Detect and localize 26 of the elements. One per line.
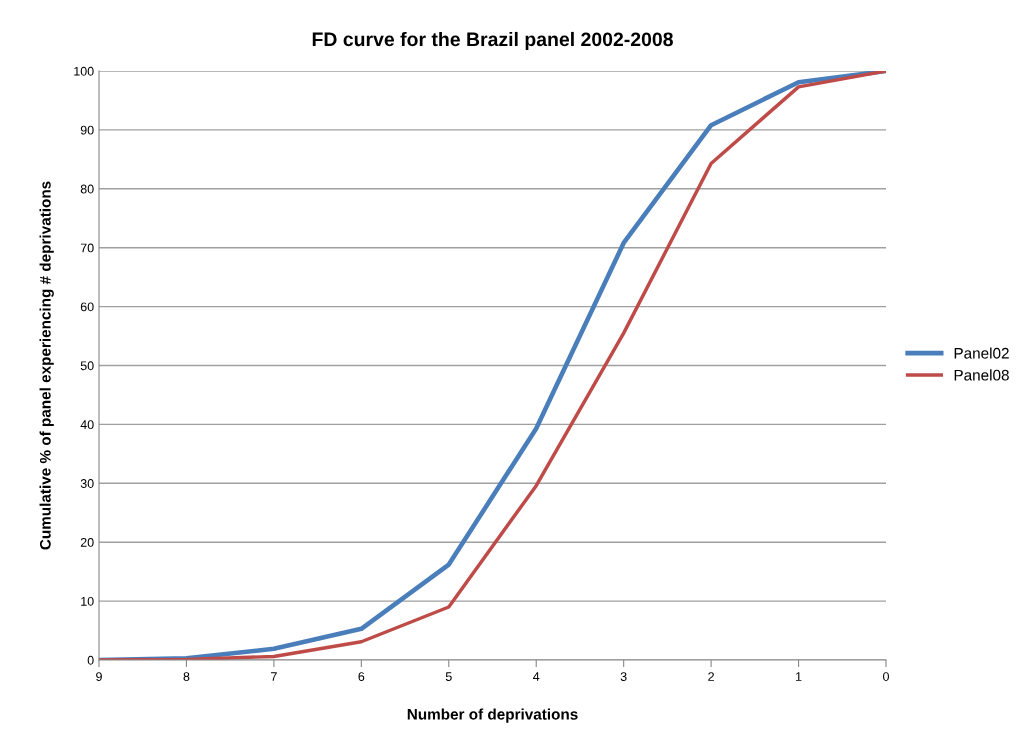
x-axis-title: Number of deprivations	[407, 708, 578, 723]
y-tick-label: 100	[74, 66, 94, 76]
chart-title: FD curve for the Brazil panel 2002-2008	[312, 31, 673, 51]
y-axis-title: Cumulative % of panel experiencing # deprivations	[39, 181, 54, 550]
y-tick-label: 0	[87, 655, 94, 665]
y-tick-label: 40	[80, 420, 94, 430]
x-tick-label: 1	[796, 672, 802, 681]
x-tick-label: 6	[358, 672, 365, 681]
x-tick-label: 0	[883, 672, 889, 681]
x-tick-label: 7	[271, 672, 277, 681]
x-tick-label: 9	[96, 672, 102, 681]
y-tick-label: 60	[80, 302, 94, 312]
y-tick-label: 90	[80, 125, 94, 135]
y-tick-label: 70	[80, 243, 94, 253]
y-tick-label: 80	[80, 184, 94, 194]
x-tick-label: 5	[445, 672, 452, 681]
x-tick-label: 4	[533, 672, 540, 681]
y-tick-label: 50	[80, 361, 94, 371]
legend-label: Panel08	[954, 369, 1009, 381]
x-tick-label: 3	[620, 672, 627, 681]
x-tick-label: 2	[708, 672, 714, 681]
y-tick-label: 10	[81, 596, 94, 606]
legend-label: Panel02	[954, 347, 1009, 359]
y-tick-label: 20	[80, 538, 94, 547]
x-tick-label: 8	[183, 672, 190, 681]
y-tick-label: 30	[80, 479, 94, 488]
